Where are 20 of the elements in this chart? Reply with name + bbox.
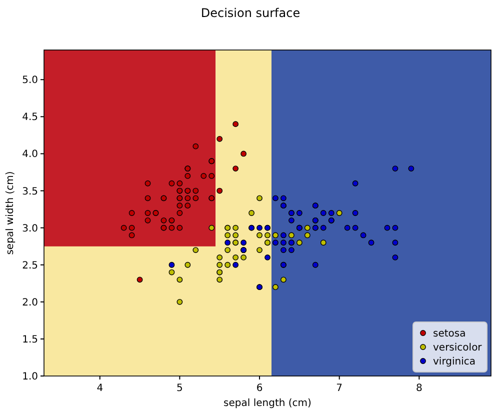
- y-tick-label: 1.0: [22, 372, 38, 382]
- y-tick-label: 3.0: [22, 223, 38, 234]
- y-tick-label: 4.0: [22, 149, 38, 160]
- y-axis-title: sepal width (cm): [5, 171, 16, 255]
- x-tick-label: 5: [176, 383, 183, 394]
- x-tick-label: 6: [256, 383, 263, 394]
- x-axis-title: sepal length (cm): [224, 398, 312, 409]
- y-tick-label: 2.5: [22, 260, 38, 272]
- legend-label: setosa: [433, 328, 466, 340]
- y-tick-label: 4.5: [22, 112, 38, 124]
- legend-label: versicolor: [433, 342, 483, 354]
- y-tick-label: 5.0: [22, 75, 38, 86]
- y-tick-label: 1.5: [22, 334, 38, 346]
- x-tick-label: 8: [416, 383, 422, 394]
- chart-title: Decision surface: [200, 6, 300, 20]
- y-tick-label: 3.5: [22, 186, 38, 198]
- y-tick-label: 2.0: [22, 297, 38, 308]
- x-tick-label: 7: [336, 383, 343, 394]
- x-tick-label: 4: [96, 383, 104, 394]
- legend-label: virginica: [433, 356, 476, 368]
